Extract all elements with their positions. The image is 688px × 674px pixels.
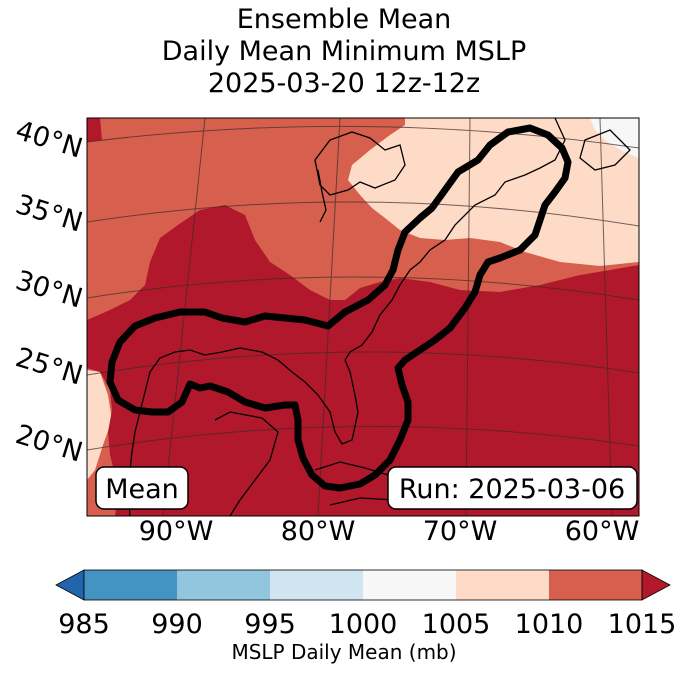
title-line-2: Daily Mean Minimum MSLP (161, 36, 527, 67)
coastline-lake-michigan (317, 169, 327, 223)
lat-label-35n: 35°N (12, 189, 86, 239)
badge-run: Run: 2025-03-06 (387, 466, 638, 510)
lon-label-90w: 90°W (139, 516, 214, 547)
colorbar-bin-995-1000 (270, 570, 363, 600)
badge-run-label: Run: 2025-03-06 (399, 474, 625, 505)
lon-labels: 90°W 80°W 70°W 60°W (139, 516, 640, 547)
meridian-80w (317, 118, 341, 516)
colorbar: 985 990 995 1000 1005 1010 1015 (55, 569, 676, 640)
colorbar-tick-990: 990 (151, 609, 203, 640)
colorbar-tick-1010: 1010 (515, 609, 584, 640)
graticule (87, 118, 639, 516)
badge-mean-label: Mean (105, 474, 179, 505)
colorbar-tick-985: 985 (58, 609, 110, 640)
colorbar-tick-1015: 1015 (608, 609, 677, 640)
colorbar-bin-1000-1005 (363, 570, 456, 600)
title-line-1: Ensemble Mean (236, 4, 452, 35)
lat-label-30n: 30°N (12, 265, 86, 315)
field-1005-1010-west (87, 370, 112, 480)
field-1000-1005-north (590, 118, 639, 158)
colorbar-under-arrow (55, 569, 85, 601)
meridian-60w (599, 118, 613, 516)
coastline-yucatan (214, 411, 279, 516)
coastline-east (127, 118, 566, 516)
parallel-30n (87, 276, 639, 301)
badge-mean: Mean (95, 466, 189, 510)
colorbar-bin-990-995 (177, 570, 270, 600)
title-line-3: 2025-03-20 12z-12z (207, 68, 481, 99)
lat-label-40n: 40°N (12, 115, 86, 165)
map-frame (86, 117, 640, 517)
parallel-25n (87, 351, 639, 376)
parallel-20n (87, 425, 639, 451)
chart-title: Ensemble Mean Daily Mean Minimum MSLP 20… (0, 4, 688, 100)
colorbar-bin-985-990 (84, 570, 177, 600)
colorbar-ticks: 985 990 995 1000 1005 1010 1015 (58, 609, 676, 640)
colorbar-bin-1010-1015 (549, 570, 642, 600)
coastline-great-lakes (314, 131, 406, 196)
colorbar-bin-1005-1010 (456, 570, 549, 600)
meridian-70w (465, 118, 471, 516)
lat-label-20n: 20°N (12, 419, 86, 469)
colorbar-label: MSLP Daily Mean (mb) (231, 640, 457, 664)
badge-run-box (387, 466, 638, 510)
colorbar-tick-995: 995 (244, 609, 296, 640)
lat-labels: 40°N 35°N 30°N 25°N 20°N (12, 115, 86, 469)
badge-mean-box (95, 466, 189, 510)
parallel-40n (87, 125, 639, 149)
field-over-1015 (87, 118, 639, 516)
lon-label-60w: 60°W (565, 516, 640, 547)
mslp-contour (106, 124, 572, 492)
colorbar-tick-1000: 1000 (329, 609, 398, 640)
coastline-maritimes (579, 129, 631, 171)
colorbar-outline (83, 569, 643, 601)
lon-label-80w: 80°W (281, 516, 356, 547)
meridian-90w (162, 118, 206, 516)
colorbar-over-arrow (641, 569, 671, 601)
parallel-35n (87, 201, 639, 227)
colorbar-tick-1005: 1005 (422, 609, 491, 640)
lon-label-70w: 70°W (423, 516, 498, 547)
lat-label-25n: 25°N (12, 342, 86, 392)
